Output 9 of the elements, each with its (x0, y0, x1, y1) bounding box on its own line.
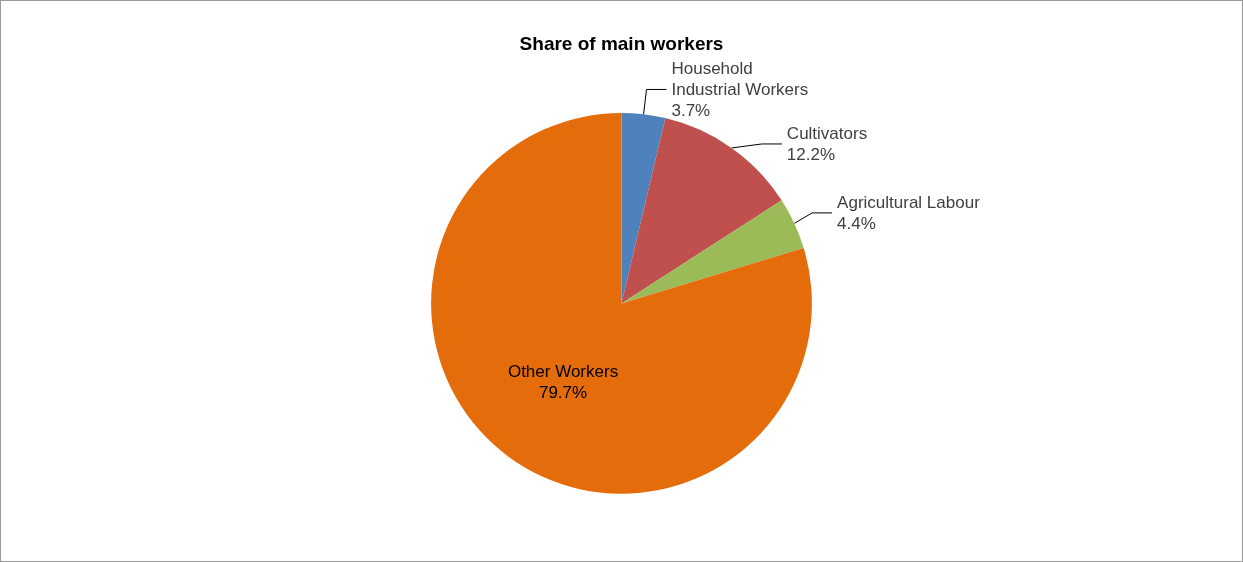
slice-label: Household Industrial Workers (671, 58, 809, 99)
data-label: 3.7% (671, 100, 711, 120)
slice-label: Other Workers (507, 362, 619, 382)
data-label: 4.4% (837, 213, 876, 233)
data-label: 79.7% (538, 383, 588, 403)
data-label: 12.2% (786, 144, 836, 164)
chart-title: Share of main workers (519, 33, 724, 54)
slice-label: Agricultural Labour (837, 192, 981, 212)
slice-label: Cultivators (786, 123, 868, 143)
